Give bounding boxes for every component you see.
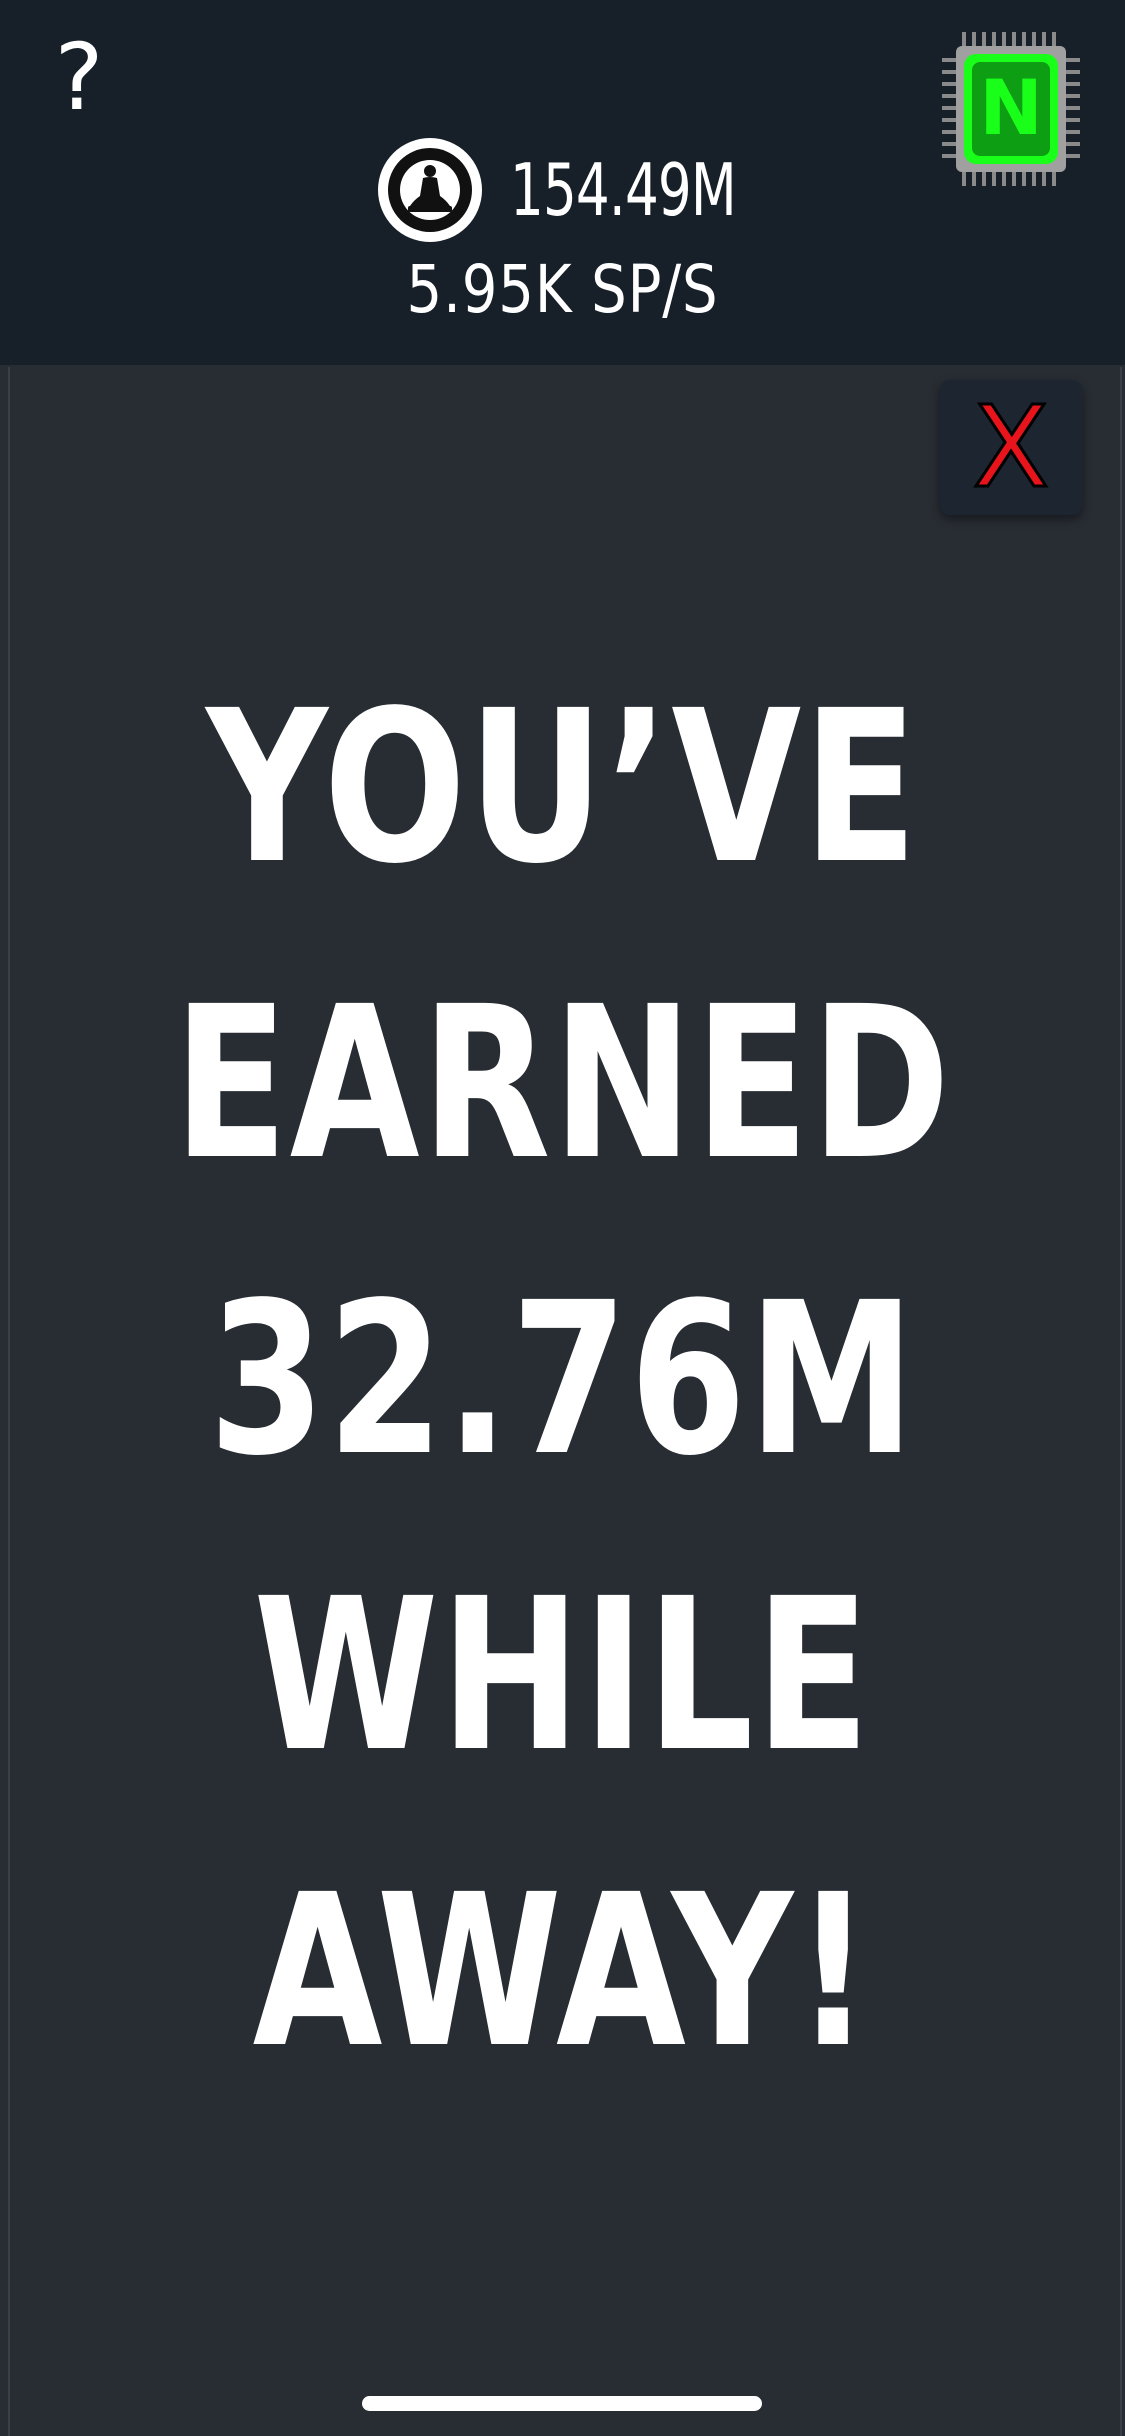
message-line: AWAY! <box>252 1849 873 2094</box>
earning-rate-text: 5.95K SP/S <box>406 251 719 328</box>
home-indicator[interactable] <box>362 2396 762 2411</box>
message-line: WHILE <box>253 1553 872 1798</box>
help-button[interactable]: ? <box>54 24 104 131</box>
message-line: EARNED <box>173 961 952 1206</box>
chip-button[interactable]: N <box>940 30 1085 190</box>
microchip-icon: N <box>942 32 1080 186</box>
earning-rate: 5.95K SP/S <box>0 242 1125 338</box>
offline-earnings-popup <box>8 367 1122 2436</box>
earned-amount: 32.76M <box>208 1257 917 1502</box>
balance-display: 154.49M <box>378 135 785 245</box>
chip-letter: N <box>979 63 1043 152</box>
balance-value: 154.49M <box>510 148 737 232</box>
svg-text:X: X <box>973 398 1050 498</box>
top-header: ? 154.49M 5.95K SP/S <box>0 0 1125 365</box>
meditating-buddha-icon <box>378 138 482 242</box>
close-button[interactable]: X <box>940 380 1082 515</box>
close-icon: X <box>971 398 1051 498</box>
offline-earnings-message: YOU’VE EARNED 32.76M WHILE AWAY! <box>0 640 1125 2120</box>
message-line: YOU’VE <box>205 665 920 910</box>
